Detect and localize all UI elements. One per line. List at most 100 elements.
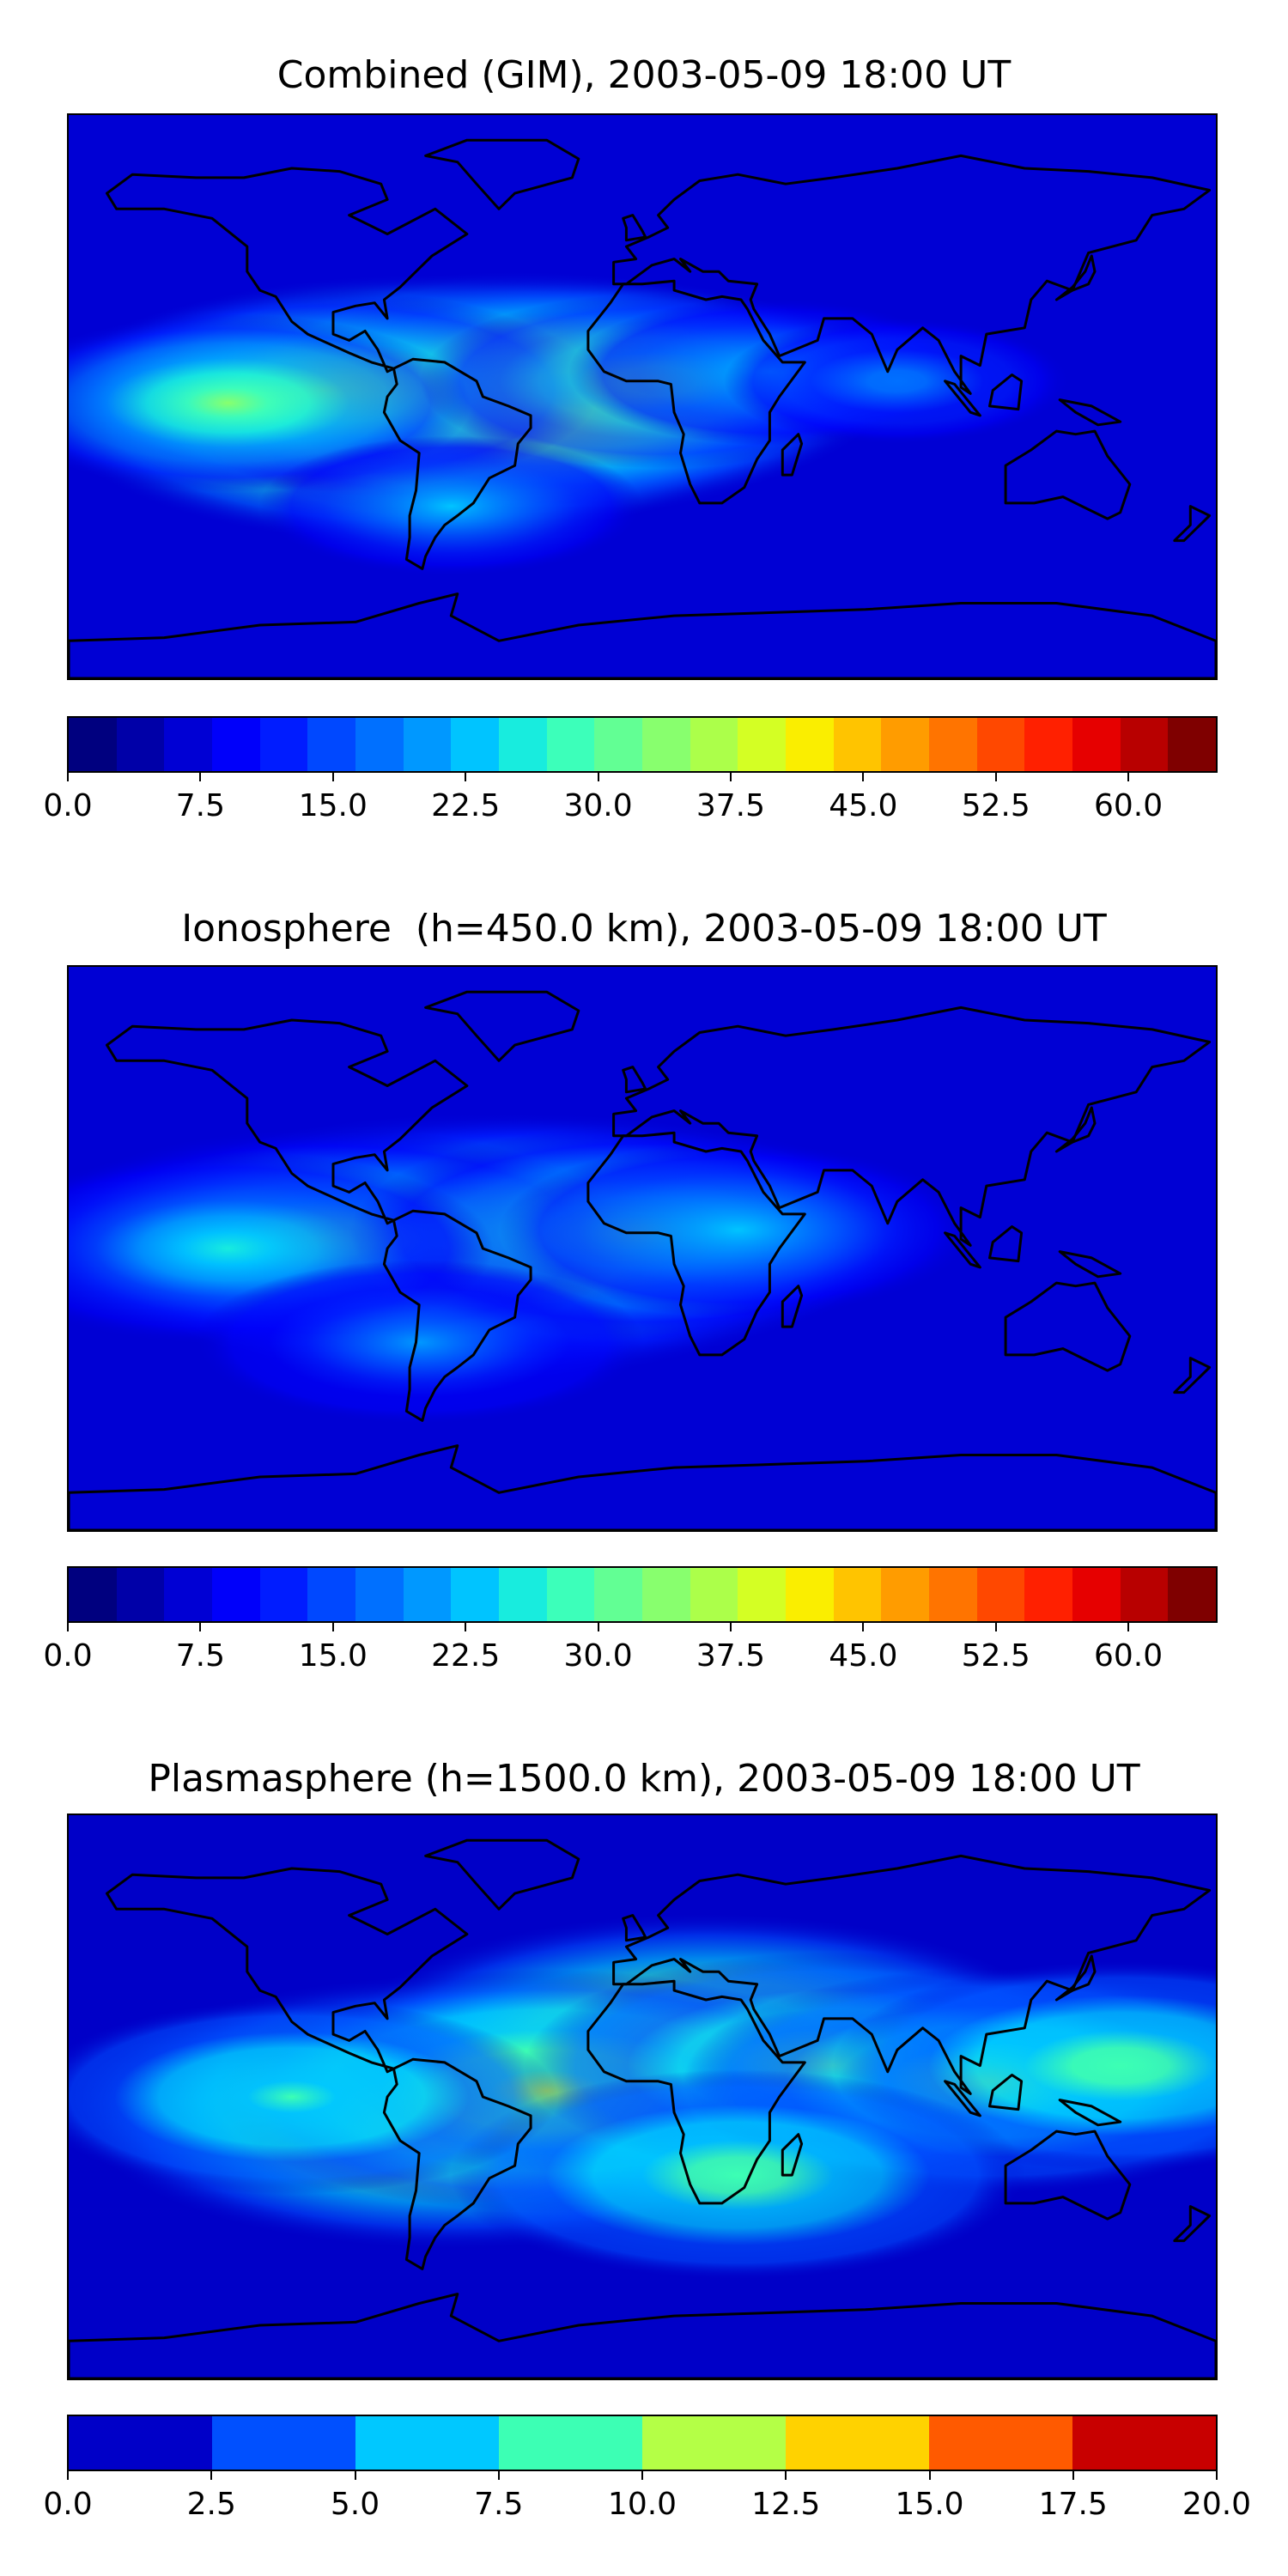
colorbar-tick-label: 60.0 [1093,788,1163,823]
colorbar-segment [929,718,977,771]
colorbar-tick-label: 2.5 [186,2487,236,2522]
field-hotspot [258,435,643,577]
colorbar-tick-label: 5.0 [330,2487,380,2522]
coastline [106,1018,469,1225]
coastline [1173,505,1212,543]
colorbar-segment [451,718,500,771]
colorbar-segment [1024,1568,1073,1621]
colorbar-tick-label: 17.5 [1038,2487,1108,2522]
colorbar-tick [729,1623,732,1631]
colorbar-segment [259,718,308,771]
colorbar-tick-label: 30.0 [563,1638,633,1674]
coastline [612,1854,1212,2095]
colorbar-segment [499,1568,547,1621]
colorbar-tick [597,1623,599,1631]
colorbar-segment [786,718,834,771]
colorbar-tick-label: 37.5 [696,1638,765,1674]
colorbar-tick [862,1623,865,1631]
coastline [1004,1281,1132,1372]
colorbar-tick-label: 20.0 [1182,2487,1252,2522]
colorbar-segment [212,718,260,771]
colorbar-segment [69,1568,117,1621]
colorbar-tick [994,773,997,781]
colorbar-tick [1127,1623,1130,1631]
colorbar-segment [1072,2416,1216,2470]
panel-1-title: Combined (GIM), 2003-05-09 18:00 UT [276,53,1012,97]
colorbar-tick [331,773,334,781]
coastline [106,1867,469,2074]
colorbar-segment [259,1568,308,1621]
colorbar-tick [785,2471,787,2480]
coastline [424,138,580,210]
coastline [382,2057,532,2270]
coastline [586,1979,806,2205]
colorbar-tick [597,773,599,781]
colorbar-tick [994,1623,997,1631]
colorbar-segment [690,1568,738,1621]
colorbar-segment [833,718,882,771]
coastline [1004,2129,1132,2221]
colorbar-segment [1072,1568,1121,1621]
colorbar-segment [1168,1568,1217,1621]
panel-2-title: Ionosphere (h=450.0 km), 2003-05-09 18:0… [181,907,1107,951]
colorbar-tick-label: 37.5 [696,788,765,823]
coastline [622,214,647,242]
colorbar-tick [67,2471,69,2480]
colorbar-segment [164,718,213,771]
colorbar-tick-label: 45.0 [829,1638,898,1674]
colorbar-tick-label: 7.5 [474,2487,524,2522]
colorbar-segment [499,2416,642,2470]
panel-3-colorbar-ticks: 0.0 2.5 5.0 7.5 10.0 12.5 15.0 17.5 20.0 [43,2471,1251,2523]
coastline [988,2074,1024,2111]
colorbar-tick-label: 15.0 [298,788,368,823]
panel-3-field [69,1815,1216,2379]
colorbar-tick [465,1623,467,1631]
colorbar-tick [210,2471,213,2480]
coastline [1054,1106,1097,1153]
colorbar-segment [307,1568,356,1621]
coastline [944,380,981,417]
coastline [1004,429,1132,520]
panel-3-colorbar [67,2415,1218,2471]
colorbar-segment [642,2416,786,2470]
colorbar-tick-label: 52.5 [961,788,1030,823]
colorbar-segment [1120,1568,1169,1621]
colorbar-segment [116,1568,165,1621]
colorbar-tick [354,2471,356,2480]
coastline [1058,2099,1122,2127]
coastline [1173,2205,1212,2243]
colorbar-tick [928,2471,931,2480]
colorbar-segment [881,1568,930,1621]
field-hotspot [69,1999,558,2195]
colorbar-segment [929,2416,1072,2470]
colorbar-tick-label: 60.0 [1093,1638,1163,1674]
colorbar-segment [355,1568,404,1621]
colorbar-tick [1072,2471,1074,2480]
panel-2-colorbar-ticks: 0.0 7.5 15.0 22.5 30.0 37.5 45.0 52.5 60.0 [43,1623,1218,1674]
colorbar-tick [497,2471,500,2480]
colorbar-segment [403,718,452,771]
colorbar-segment [594,1568,643,1621]
colorbar-tick [67,773,69,781]
colorbar-segment [546,1568,595,1621]
field-hotspot [723,317,1071,445]
colorbar-segment [69,718,117,771]
colorbar-segment [881,718,930,771]
colorbar-tick-label: 7.5 [175,1638,226,1674]
colorbar-segment [451,1568,500,1621]
colorbar-segment [212,1568,260,1621]
colorbar-segment [976,1568,1025,1621]
colorbar-segment [307,718,356,771]
colorbar-segment [1120,718,1169,771]
panel-1-colorbar [67,716,1218,773]
coastline [1054,254,1097,301]
colorbar-tick-label: 0.0 [43,1638,93,1674]
coastline [106,167,469,374]
colorbar-segment [212,2416,355,2470]
colorbar-segment [833,1568,882,1621]
coastline [424,1838,580,1911]
colorbar-tick [1216,2471,1218,2480]
colorbar-segment [499,718,547,771]
coastline [382,1209,532,1422]
colorbar-segment [355,2416,499,2470]
